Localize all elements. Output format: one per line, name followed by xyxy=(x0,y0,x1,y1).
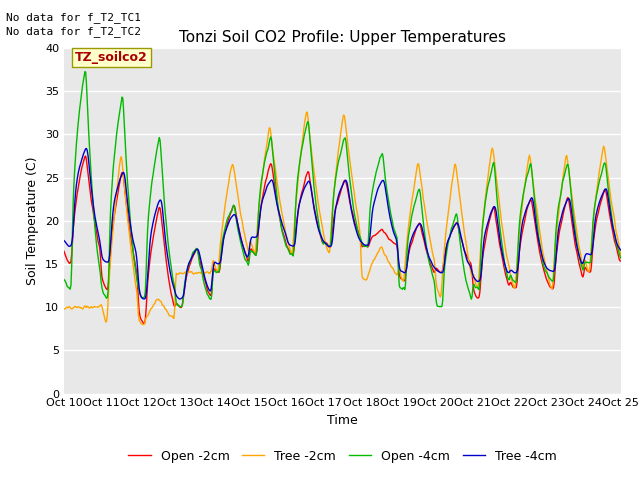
Open -4cm xyxy=(70,179,78,184)
Line: Tree -2cm: Tree -2cm xyxy=(64,112,621,324)
Tree -2cm xyxy=(127,249,135,255)
Open -4cm xyxy=(412,198,419,204)
Open -2cm xyxy=(412,228,419,234)
Open -2cm xyxy=(617,258,625,264)
Text: No data for f_T2_TC1: No data for f_T2_TC1 xyxy=(6,12,141,23)
Text: TZ_soilco2: TZ_soilco2 xyxy=(75,51,148,64)
Open -4cm xyxy=(128,238,136,244)
Open -4cm xyxy=(215,269,223,275)
Tree -2cm xyxy=(185,269,193,275)
Tree -4cm xyxy=(60,238,68,243)
Tree -2cm xyxy=(70,304,78,310)
Open -2cm xyxy=(186,263,193,269)
Tree -4cm xyxy=(428,260,436,266)
Text: No data for f_T2_TC2: No data for f_T2_TC2 xyxy=(6,26,141,37)
Tree -2cm xyxy=(412,173,419,179)
Open -2cm xyxy=(60,249,68,254)
X-axis label: Time: Time xyxy=(327,414,358,427)
Tree -4cm xyxy=(617,247,625,253)
Open -2cm xyxy=(428,264,436,270)
Line: Open -4cm: Open -4cm xyxy=(64,72,621,307)
Line: Tree -4cm: Tree -4cm xyxy=(64,148,621,299)
Open -2cm xyxy=(82,153,90,159)
Title: Tonzi Soil CO2 Profile: Upper Temperatures: Tonzi Soil CO2 Profile: Upper Temperatur… xyxy=(179,30,506,46)
Tree -4cm xyxy=(412,227,419,232)
Open -2cm xyxy=(140,321,148,326)
Line: Open -2cm: Open -2cm xyxy=(64,156,621,324)
Tree -4cm xyxy=(186,259,193,265)
Open -2cm xyxy=(128,242,136,248)
Tree -4cm xyxy=(128,233,136,239)
Tree -2cm xyxy=(60,306,68,312)
Tree -4cm xyxy=(215,261,223,266)
Tree -2cm xyxy=(617,252,625,258)
Open -4cm xyxy=(428,270,436,276)
Y-axis label: Soil Temperature (C): Soil Temperature (C) xyxy=(26,156,40,285)
Tree -4cm xyxy=(70,212,78,217)
Tree -2cm xyxy=(303,109,311,115)
Tree -2cm xyxy=(214,267,222,273)
Open -2cm xyxy=(70,216,78,222)
Open -2cm xyxy=(215,269,223,275)
Tree -4cm xyxy=(83,145,90,151)
Open -4cm xyxy=(177,304,184,310)
Open -4cm xyxy=(60,276,68,282)
Open -4cm xyxy=(81,69,89,74)
Tree -2cm xyxy=(139,322,147,327)
Legend: Open -2cm, Tree -2cm, Open -4cm, Tree -4cm: Open -2cm, Tree -2cm, Open -4cm, Tree -4… xyxy=(123,445,562,468)
Tree -2cm xyxy=(428,247,436,252)
Open -4cm xyxy=(617,255,625,261)
Open -4cm xyxy=(186,260,193,265)
Tree -4cm xyxy=(177,296,184,302)
